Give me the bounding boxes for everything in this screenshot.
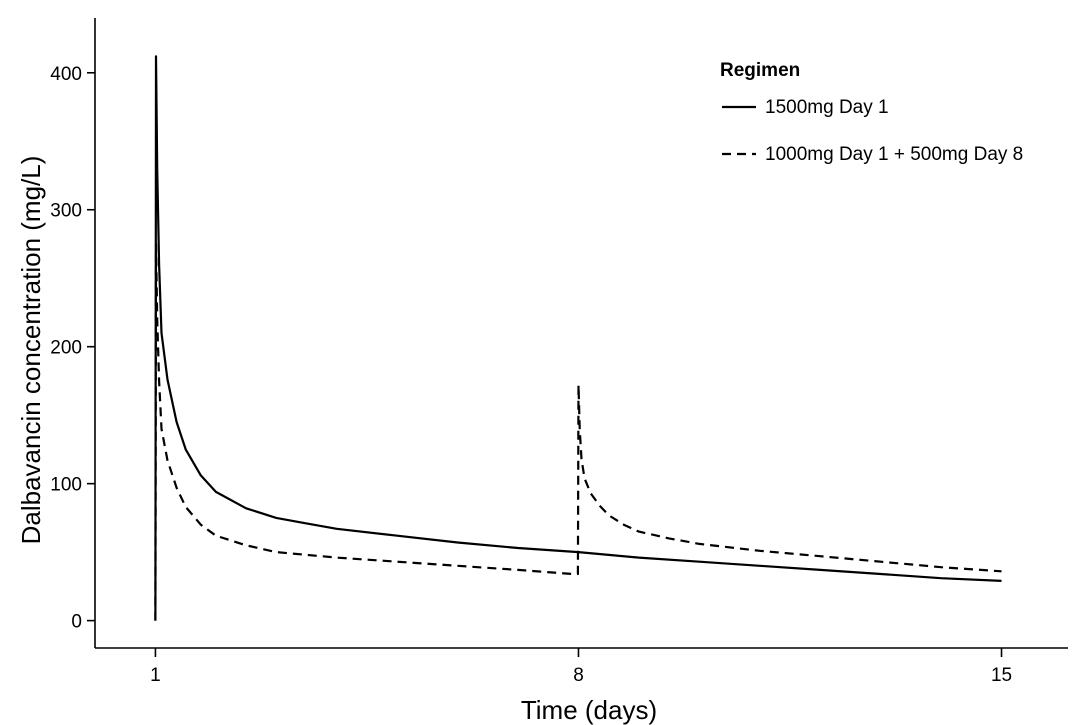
x-tick-label: 1 xyxy=(150,665,161,686)
legend-label-1: 1500mg Day 1 xyxy=(765,97,889,118)
legend: Regimen 1500mg Day 1 1000mg Day 1 + 500mg… xyxy=(720,60,1023,165)
y-tick-label: 200 xyxy=(50,338,82,359)
legend-items: 1500mg Day 1 1000mg Day 1 + 500mg Day 8 xyxy=(722,97,1023,165)
series-line-1 xyxy=(154,55,1002,621)
x-tick-label: 8 xyxy=(573,665,584,686)
y-axis-title: Dalbavancin concentration (mg/L) xyxy=(16,156,46,545)
series-line-2 xyxy=(154,242,1002,621)
y-tick-label: 400 xyxy=(50,64,82,85)
legend-title: Regimen xyxy=(720,60,800,81)
y-tick-label: 0 xyxy=(71,612,82,633)
y-tick-label: 300 xyxy=(50,201,82,222)
y-axis-ticks: 0 100 200 300 400 xyxy=(50,64,95,633)
x-tick-label: 15 xyxy=(991,665,1012,686)
series-layer xyxy=(154,55,1002,621)
y-tick-label: 100 xyxy=(50,475,82,496)
x-axis-ticks: 1 8 15 xyxy=(150,648,1012,686)
x-axis-title: Time (days) xyxy=(521,695,657,725)
legend-label-2: 1000mg Day 1 + 500mg Day 8 xyxy=(765,144,1023,165)
